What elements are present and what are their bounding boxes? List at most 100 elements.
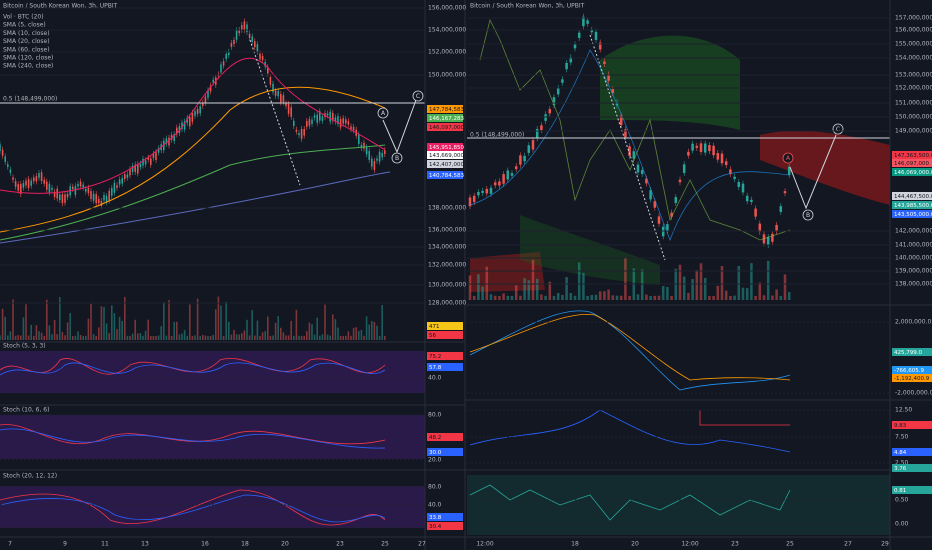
volume-bar bbox=[170, 335, 173, 340]
candle bbox=[38, 173, 40, 178]
volume-bar bbox=[191, 335, 194, 340]
volume-bar bbox=[687, 292, 690, 300]
volume-bar bbox=[666, 286, 669, 300]
candle bbox=[144, 160, 147, 165]
time-label: 23 bbox=[731, 541, 739, 548]
price-label: 132,000,000 bbox=[428, 262, 466, 269]
candle bbox=[640, 170, 644, 174]
price-tag bbox=[892, 192, 932, 200]
axis-label: 40.0 bbox=[428, 375, 442, 382]
volume-bar bbox=[285, 335, 287, 340]
dashed-line bbox=[589, 34, 666, 261]
price-tag bbox=[427, 522, 463, 530]
candle bbox=[152, 154, 155, 158]
price-tag bbox=[427, 114, 463, 122]
candle bbox=[35, 176, 38, 182]
price-tag bbox=[427, 448, 463, 456]
candle bbox=[758, 223, 762, 232]
volume-bar bbox=[100, 306, 103, 340]
volume-bar bbox=[82, 336, 84, 340]
volume-bar bbox=[131, 333, 134, 340]
volume-bar bbox=[269, 335, 272, 340]
candle bbox=[481, 190, 484, 193]
volume-bar bbox=[0, 335, 1, 340]
lagging-line bbox=[479, 18, 791, 241]
volume-bar bbox=[293, 335, 295, 340]
volume-bar bbox=[352, 327, 355, 340]
volume-bar bbox=[103, 306, 105, 340]
osc-line bbox=[699, 410, 790, 426]
volume-bar bbox=[787, 291, 791, 300]
candle bbox=[181, 122, 183, 130]
volume-bar bbox=[783, 274, 787, 300]
osc-band bbox=[467, 475, 890, 535]
candle bbox=[178, 126, 181, 134]
candle bbox=[708, 145, 711, 152]
volume-bar bbox=[771, 295, 774, 300]
candle bbox=[199, 106, 201, 114]
price-tag-label: 0.81 bbox=[894, 488, 906, 494]
volume-bar bbox=[298, 335, 300, 340]
candle bbox=[594, 31, 598, 40]
candle bbox=[196, 109, 199, 114]
time-label: 16 bbox=[201, 541, 209, 548]
candle bbox=[282, 95, 285, 103]
volume-bar bbox=[202, 334, 204, 340]
candle bbox=[121, 178, 123, 184]
volume-bar bbox=[217, 296, 220, 340]
volume-bar bbox=[64, 335, 66, 340]
candle bbox=[678, 179, 682, 183]
volume-bar bbox=[228, 321, 230, 340]
candle bbox=[25, 180, 27, 186]
candle bbox=[350, 126, 352, 130]
candle bbox=[105, 196, 108, 203]
candle bbox=[298, 133, 300, 136]
candle bbox=[85, 188, 87, 192]
candle bbox=[523, 155, 526, 162]
price-tag-label: 56 bbox=[429, 333, 436, 339]
candle bbox=[552, 97, 556, 106]
candle bbox=[598, 42, 602, 50]
volume-bar bbox=[17, 335, 19, 340]
volume-bar bbox=[334, 319, 337, 340]
candle bbox=[92, 193, 95, 201]
candle bbox=[502, 174, 505, 184]
candle bbox=[170, 134, 173, 140]
volume-bar bbox=[207, 335, 209, 340]
volume-bar bbox=[59, 297, 61, 340]
candle bbox=[131, 165, 134, 172]
volume-bar bbox=[342, 335, 344, 340]
candle bbox=[248, 33, 251, 38]
candle bbox=[139, 163, 142, 168]
volume-bar bbox=[337, 327, 339, 340]
candle bbox=[745, 195, 749, 202]
volume-bar bbox=[176, 321, 178, 340]
candle bbox=[339, 119, 342, 128]
volume-bar bbox=[92, 334, 95, 340]
candle bbox=[632, 151, 636, 159]
candle bbox=[280, 93, 282, 103]
price-tag-label: -1,192,400.9 bbox=[894, 376, 930, 382]
candle bbox=[611, 89, 615, 94]
volume-bar bbox=[316, 317, 318, 340]
candle bbox=[290, 107, 292, 117]
volume-bar bbox=[48, 325, 51, 340]
volume-bar bbox=[163, 302, 165, 340]
candle bbox=[682, 164, 686, 173]
stoch-line bbox=[0, 362, 386, 376]
price-tag bbox=[427, 433, 463, 441]
legend-entry: SMA (240, close) bbox=[3, 63, 53, 70]
time-label: 7 bbox=[8, 541, 12, 548]
price-tag-label: 30.0 bbox=[429, 450, 442, 456]
candle bbox=[603, 61, 606, 64]
price-label: 149,000,000 bbox=[895, 128, 932, 135]
volume-bar bbox=[181, 333, 183, 340]
volume-bar bbox=[708, 295, 711, 300]
price-label: 136,000,000 bbox=[428, 227, 466, 234]
volume-bar bbox=[189, 304, 191, 340]
legend-entry: Vol · BTC (20) bbox=[3, 14, 44, 21]
volume-bar bbox=[481, 286, 484, 300]
price-tag-label: 425,799.0 bbox=[894, 350, 922, 356]
